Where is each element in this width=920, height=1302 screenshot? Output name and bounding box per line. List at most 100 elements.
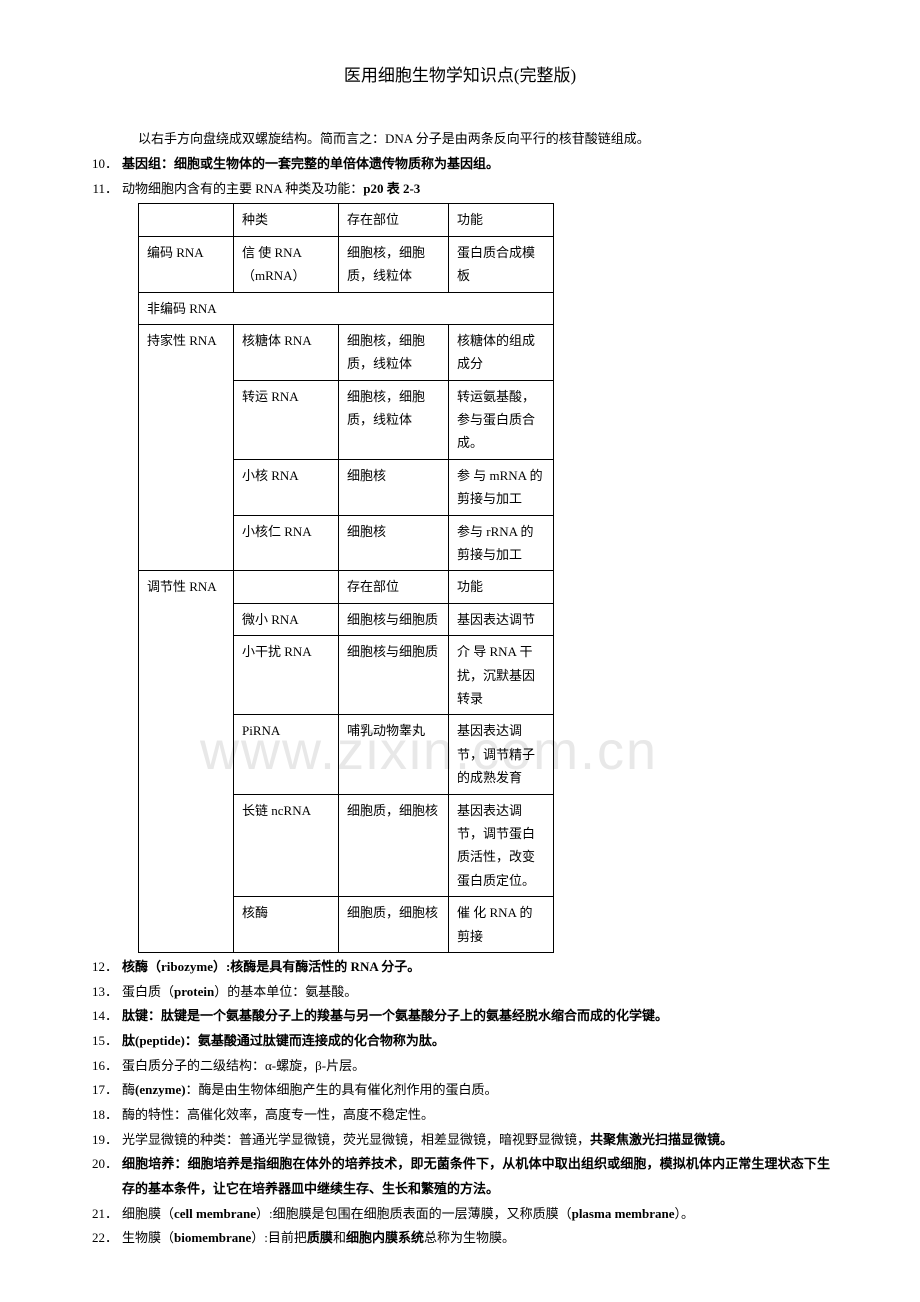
text-part: 和 — [333, 1230, 346, 1245]
item-content: 细胞膜（cell membrane）:细胞膜是包围在细胞质表面的一层薄膜，又称质… — [122, 1202, 830, 1227]
table-cell: 细胞质，细胞核 — [339, 794, 449, 897]
table-cell: 细胞核与细胞质 — [339, 603, 449, 635]
text-part: ）。 — [675, 1206, 695, 1221]
text-part: 总称为生物膜。 — [424, 1230, 515, 1245]
item-17: 17． 酶(enzyme)：酶是由生物体细胞产生的具有催化剂作用的蛋白质。 — [90, 1078, 830, 1103]
table-cell: 参与 rRNA 的剪接与加工 — [449, 515, 554, 571]
item-content: 生物膜（biomembrane）:目前把质膜和细胞内膜系统总称为生物膜。 — [122, 1226, 830, 1251]
text-bold: protein — [174, 984, 214, 999]
table-row: 调节性 RNA 存在部位 功能 — [139, 571, 554, 603]
item-11: 11． 动物细胞内含有的主要 RNA 种类及功能：p20 表 2-3 — [90, 177, 830, 202]
item-16: 16． 蛋白质分子的二级结构：α-螺旋，β-片层。 — [90, 1054, 830, 1079]
item-22: 22． 生物膜（biomembrane）:目前把质膜和细胞内膜系统总称为生物膜。 — [90, 1226, 830, 1251]
text-bold: 共聚焦激光扫描显微镜。 — [590, 1132, 733, 1147]
table-cell — [234, 571, 339, 603]
text-bold: 细胞内膜系统 — [346, 1230, 424, 1245]
table-cell: 种类 — [234, 204, 339, 236]
item-text: 动物细胞内含有的主要 RNA 种类及功能： — [122, 181, 363, 196]
text-part: ：酶是由生物体细胞产生的具有催化剂作用的蛋白质。 — [186, 1082, 498, 1097]
text-bold: cell membrane — [174, 1206, 256, 1221]
table-cell: 催 化 RNA 的剪接 — [449, 897, 554, 953]
table-cell: 细胞核 — [339, 459, 449, 515]
item-ref: p20 表 2-3 — [363, 181, 420, 196]
table-cell: 核糖体 RNA — [234, 324, 339, 380]
item-number: 11． — [90, 177, 122, 202]
rna-table: 种类 存在部位 功能 编码 RNA 信 使 RNA （mRNA） 细胞核，细胞质… — [138, 203, 554, 953]
table-cell: 核酶 — [234, 897, 339, 953]
text-part: 细胞膜（ — [122, 1206, 174, 1221]
table-cell-span: 非编码 RNA — [139, 292, 554, 324]
text-part: ）的基本单位：氨基酸。 — [214, 984, 357, 999]
item-number: 10． — [90, 152, 122, 177]
table-cell: 转运氨基酸，参与蛋白质合成。 — [449, 380, 554, 459]
text-part: 光学显微镜的种类：普通光学显微镜，荧光显微镜，相差显微镜，暗视野显微镜， — [122, 1132, 590, 1147]
item-number: 19． — [90, 1128, 122, 1153]
text-bold: biomembrane — [174, 1230, 251, 1245]
text-part: 酶 — [122, 1082, 135, 1097]
item-number: 18． — [90, 1103, 122, 1128]
text-part: 生物膜（ — [122, 1230, 174, 1245]
table-cell — [139, 204, 234, 236]
table-cell: 细胞核 — [339, 515, 449, 571]
item-content: 细胞培养：细胞培养是指细胞在体外的培养技术，即无菌条件下，从机体中取出组织或细胞… — [122, 1152, 830, 1201]
table-row: 编码 RNA 信 使 RNA （mRNA） 细胞核，细胞质，线粒体 蛋白质合成模… — [139, 236, 554, 292]
item-18: 18． 酶的特性：高催化效率，高度专一性，高度不稳定性。 — [90, 1103, 830, 1128]
item-content: 酶的特性：高催化效率，高度专一性，高度不稳定性。 — [122, 1103, 830, 1128]
text-part: ）:细胞膜是包围在细胞质表面的一层薄膜，又称质膜（ — [256, 1206, 572, 1221]
item-number: 22． — [90, 1226, 122, 1251]
item-10: 10． 基因组：细胞或生物体的一套完整的单倍体遗传物质称为基因组。 — [90, 152, 830, 177]
item-20: 20． 细胞培养：细胞培养是指细胞在体外的培养技术，即无菌条件下，从机体中取出组… — [90, 1152, 830, 1201]
item-number: 14． — [90, 1004, 122, 1029]
item-number: 15． — [90, 1029, 122, 1054]
table-row: 非编码 RNA — [139, 292, 554, 324]
table-header-row: 种类 存在部位 功能 — [139, 204, 554, 236]
item-number: 13． — [90, 980, 122, 1005]
table-cell: 细胞质，细胞核 — [339, 897, 449, 953]
table-cell: 哺乳动物睾丸 — [339, 715, 449, 794]
item-number: 16． — [90, 1054, 122, 1079]
table-cell: 调节性 RNA — [139, 571, 234, 952]
text-part: ）:目前把 — [251, 1230, 307, 1245]
table-cell: 基因表达调节，调节精子的成熟发育 — [449, 715, 554, 794]
item-15: 15． 肽(peptide)：氨基酸通过肽键而连接成的化合物称为肽。 — [90, 1029, 830, 1054]
table-cell: 细胞核，细胞质，线粒体 — [339, 380, 449, 459]
table-cell: 存在部位 — [339, 204, 449, 236]
table-cell: 蛋白质合成模板 — [449, 236, 554, 292]
page-title: 医用细胞生物学知识点(完整版) — [90, 60, 830, 92]
item-number: 12． — [90, 955, 122, 980]
item-number: 20． — [90, 1152, 122, 1201]
intro-text: 以右手方向盘绕成双螺旋结构。简而言之：DNA 分子是由两条反向平行的核苷酸链组成… — [138, 127, 830, 152]
item-content: 基因组：细胞或生物体的一套完整的单倍体遗传物质称为基因组。 — [122, 152, 830, 177]
item-13: 13． 蛋白质（protein）的基本单位：氨基酸。 — [90, 980, 830, 1005]
table-cell: 基因表达调节，调节蛋白质活性，改变蛋白质定位。 — [449, 794, 554, 897]
item-content: 动物细胞内含有的主要 RNA 种类及功能：p20 表 2-3 — [122, 177, 830, 202]
table-cell: 长链 ncRNA — [234, 794, 339, 897]
table-cell: 细胞核与细胞质 — [339, 636, 449, 715]
table-row: 持家性 RNA 核糖体 RNA 细胞核，细胞质，线粒体 核糖体的组成成分 — [139, 324, 554, 380]
item-content: 肽键：肽键是一个氨基酸分子上的羧基与另一个氨基酸分子上的氨基经脱水缩合而成的化学… — [122, 1004, 830, 1029]
table-cell: 存在部位 — [339, 571, 449, 603]
item-number: 21． — [90, 1202, 122, 1227]
table-cell: 小核仁 RNA — [234, 515, 339, 571]
table-cell: 持家性 RNA — [139, 324, 234, 571]
table-cell: 参 与 mRNA 的剪接与加工 — [449, 459, 554, 515]
item-number: 17． — [90, 1078, 122, 1103]
table-cell: 核糖体的组成成分 — [449, 324, 554, 380]
text-part: 蛋白质（ — [122, 984, 174, 999]
text-bold: plasma membrane — [572, 1206, 675, 1221]
item-content: 核酶（ribozyme）:核酶是具有酶活性的 RNA 分子。 — [122, 955, 830, 980]
table-cell: 信 使 RNA （mRNA） — [234, 236, 339, 292]
table-cell: 微小 RNA — [234, 603, 339, 635]
table-cell: 编码 RNA — [139, 236, 234, 292]
item-content: 酶(enzyme)：酶是由生物体细胞产生的具有催化剂作用的蛋白质。 — [122, 1078, 830, 1103]
item-content: 肽(peptide)：氨基酸通过肽键而连接成的化合物称为肽。 — [122, 1029, 830, 1054]
text-bold: 质膜 — [307, 1230, 333, 1245]
item-content: 光学显微镜的种类：普通光学显微镜，荧光显微镜，相差显微镜，暗视野显微镜，共聚焦激… — [122, 1128, 830, 1153]
item-content: 蛋白质分子的二级结构：α-螺旋，β-片层。 — [122, 1054, 830, 1079]
table-cell: 细胞核，细胞质，线粒体 — [339, 236, 449, 292]
item-19: 19． 光学显微镜的种类：普通光学显微镜，荧光显微镜，相差显微镜，暗视野显微镜，… — [90, 1128, 830, 1153]
item-content: 蛋白质（protein）的基本单位：氨基酸。 — [122, 980, 830, 1005]
table-cell: 小干扰 RNA — [234, 636, 339, 715]
table-cell: 介 导 RNA 干扰，沉默基因转录 — [449, 636, 554, 715]
text-bold: (enzyme) — [135, 1082, 186, 1097]
